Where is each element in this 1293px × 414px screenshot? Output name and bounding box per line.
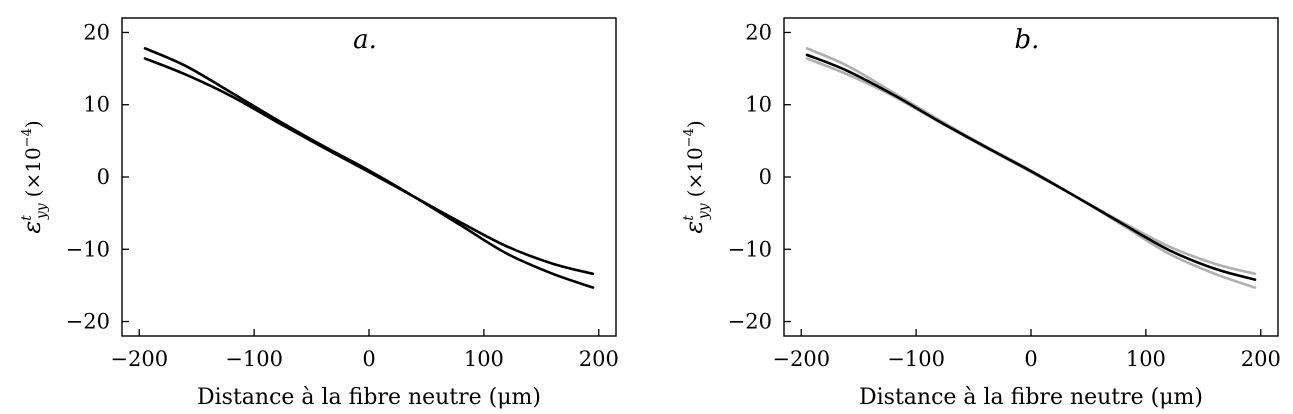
x-tick-label: −200: [772, 347, 830, 371]
ylabel-unit: (×10: [683, 147, 707, 197]
y-tick-label: 0: [759, 165, 772, 189]
ylabel-subscript: yy: [696, 202, 712, 220]
x-tick-label: −200: [110, 347, 168, 371]
y-axis-label: εtyy (×10−4): [680, 120, 712, 233]
x-tick-label: 100: [1126, 347, 1166, 371]
x-tick-label: 0: [362, 347, 375, 371]
plot-frame: [783, 17, 1279, 337]
y-axis-label-text: εtyy (×10−4): [680, 120, 712, 233]
ylabel-unit: (×10: [21, 147, 45, 197]
ylabel-unit-close: ): [683, 120, 707, 128]
y-axis-label-text: εtyy (×10−4): [18, 120, 50, 233]
x-axis-label: Distance à la fibre neutre (μm): [197, 385, 541, 410]
x-axis-label: Distance à la fibre neutre (μm): [859, 385, 1203, 410]
x-tick-label: 100: [464, 347, 504, 371]
y-axis-label: εtyy (×10−4): [18, 120, 50, 233]
y-tick-label: −10: [66, 237, 110, 261]
y-tick-label: 10: [745, 93, 772, 117]
panel-label: b.: [1015, 25, 1040, 55]
series-line-0: [143, 47, 595, 289]
y-tick-label: 20: [745, 20, 772, 44]
ylabel-unit-exponent: −4: [20, 128, 35, 147]
ylabel-unit-close: ): [21, 120, 45, 128]
y-tick-label: −20: [66, 310, 110, 334]
x-tick-label: −100: [225, 347, 283, 371]
y-tick-label: 10: [83, 93, 110, 117]
x-tick-label: 200: [579, 347, 619, 371]
x-tick-label: −100: [887, 347, 945, 371]
x-tick-label: 0: [1024, 347, 1037, 371]
ylabel-unit-exponent: −4: [682, 128, 697, 147]
ylabel-symbol: ε: [18, 221, 46, 234]
series-line-1: [143, 57, 595, 276]
y-tick-label: −20: [728, 310, 772, 334]
panel-label: a.: [353, 25, 377, 55]
series-line-2: [805, 53, 1257, 281]
y-tick-label: −10: [728, 237, 772, 261]
ylabel-subscript: yy: [34, 202, 50, 220]
x-tick-label: 200: [1241, 347, 1281, 371]
y-tick-label: 20: [83, 20, 110, 44]
ylabel-symbol: ε: [680, 221, 708, 234]
ylabel-superscript: t: [19, 215, 35, 221]
ylabel-superscript: t: [681, 215, 697, 221]
series-line-1: [805, 57, 1257, 276]
y-tick-label: 0: [97, 165, 110, 189]
plot-frame: [121, 17, 617, 337]
